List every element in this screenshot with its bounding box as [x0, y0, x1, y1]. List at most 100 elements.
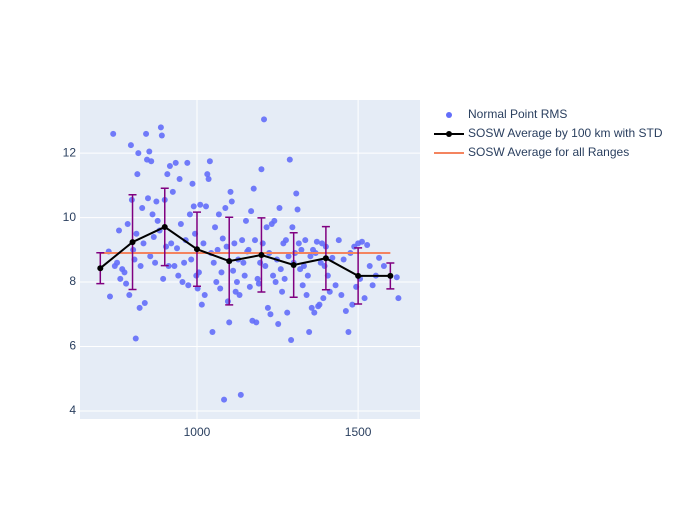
scatter-point: [284, 309, 291, 316]
scatter-point: [139, 204, 146, 211]
scatter-point: [261, 116, 268, 123]
y-tick-label: 6: [69, 339, 76, 353]
scatter-point: [152, 259, 159, 266]
scatter-point: [177, 221, 184, 228]
line-point: [97, 265, 104, 272]
scatter-point: [295, 240, 302, 247]
scatter-point: [185, 282, 192, 289]
scatter-point: [133, 230, 140, 237]
scatter-point: [293, 190, 300, 197]
scatter-point: [175, 272, 182, 279]
scatter-point: [209, 329, 216, 335]
scatter-point: [157, 124, 164, 131]
line-point: [322, 255, 329, 262]
scatter-point: [221, 396, 228, 403]
scatter-point: [172, 159, 179, 166]
scatter-point: [197, 201, 204, 208]
scatter-point: [275, 320, 282, 327]
scatter-point: [307, 253, 314, 260]
scatter-point: [257, 259, 264, 266]
scatter-point: [127, 142, 134, 149]
scatter-point: [181, 259, 188, 266]
scatter-point: [270, 272, 277, 279]
scatter-point: [369, 282, 376, 289]
scatter-point: [169, 188, 176, 195]
scatter-point: [300, 262, 307, 269]
scatter-point: [222, 204, 229, 211]
line-point: [290, 261, 297, 268]
scatter-point: [253, 319, 260, 326]
scatter-point: [335, 237, 342, 244]
scatter-point: [123, 280, 130, 287]
scatter-point: [311, 309, 318, 316]
scatter-point: [149, 211, 156, 218]
legend-marker: [446, 131, 452, 137]
scatter-point: [236, 291, 243, 298]
scatter-point: [306, 329, 313, 335]
scatter-point: [242, 217, 249, 224]
scatter-point: [289, 224, 296, 231]
scatter-point: [121, 269, 128, 276]
scatter-point: [393, 274, 400, 281]
scatter-point: [254, 275, 261, 282]
scatter-point: [267, 311, 274, 318]
scatter-point: [215, 211, 222, 218]
scatter-point: [164, 171, 171, 178]
scatter-point: [140, 240, 147, 247]
scatter-point: [176, 175, 183, 182]
scatter-point: [223, 243, 230, 250]
scatter-point: [163, 243, 170, 250]
scatter-point: [201, 291, 208, 298]
scatter-point: [313, 238, 320, 245]
scatter-point: [153, 198, 160, 205]
scatter-point: [329, 254, 336, 261]
scatter-point: [231, 240, 238, 247]
scatter-point: [143, 130, 150, 137]
scatter-point: [302, 237, 309, 244]
scatter-point: [272, 279, 279, 286]
legend-label: SOSW Average for all Ranges: [468, 145, 629, 159]
scatter-point: [203, 203, 210, 210]
scatter-point: [258, 166, 265, 173]
scatter-point: [115, 227, 122, 234]
scatter-point: [166, 163, 173, 170]
scatter-point: [214, 246, 221, 253]
scatter-point: [228, 198, 235, 205]
scatter-point: [184, 159, 191, 166]
scatter-point: [212, 224, 219, 231]
x-tick-label: 1000: [184, 425, 211, 439]
scatter-point: [168, 240, 175, 247]
scatter-point: [320, 295, 327, 302]
scatter-point: [158, 132, 165, 139]
line-point: [129, 239, 136, 246]
legend-marker: [446, 112, 452, 118]
scatter-point: [241, 272, 248, 279]
scatter-point: [219, 235, 226, 242]
scatter-point: [345, 329, 352, 335]
scatter-point: [124, 221, 131, 228]
scatter-point: [271, 217, 278, 224]
scatter-point: [245, 246, 252, 253]
scatter-point: [366, 262, 373, 269]
scatter-point: [132, 335, 139, 342]
scatter-point: [304, 272, 311, 279]
scatter-point: [171, 262, 178, 269]
scatter-point: [294, 206, 301, 213]
line-point: [258, 251, 265, 258]
scatter-point: [240, 259, 247, 266]
scatter-point: [217, 285, 224, 292]
scatter-point: [239, 237, 246, 244]
scatter-point: [288, 337, 295, 344]
scatter-point: [264, 304, 271, 311]
scatter-point: [286, 156, 293, 163]
scatter-point: [277, 266, 284, 273]
scatter-point: [279, 288, 286, 295]
scatter-point: [134, 171, 141, 178]
scatter-point: [194, 285, 201, 292]
scatter-point: [150, 233, 157, 240]
scatter-point: [237, 391, 244, 398]
scatter-point: [361, 295, 368, 302]
scatter-point: [364, 242, 371, 248]
scatter-point: [210, 259, 217, 266]
scatter-point: [263, 224, 270, 231]
